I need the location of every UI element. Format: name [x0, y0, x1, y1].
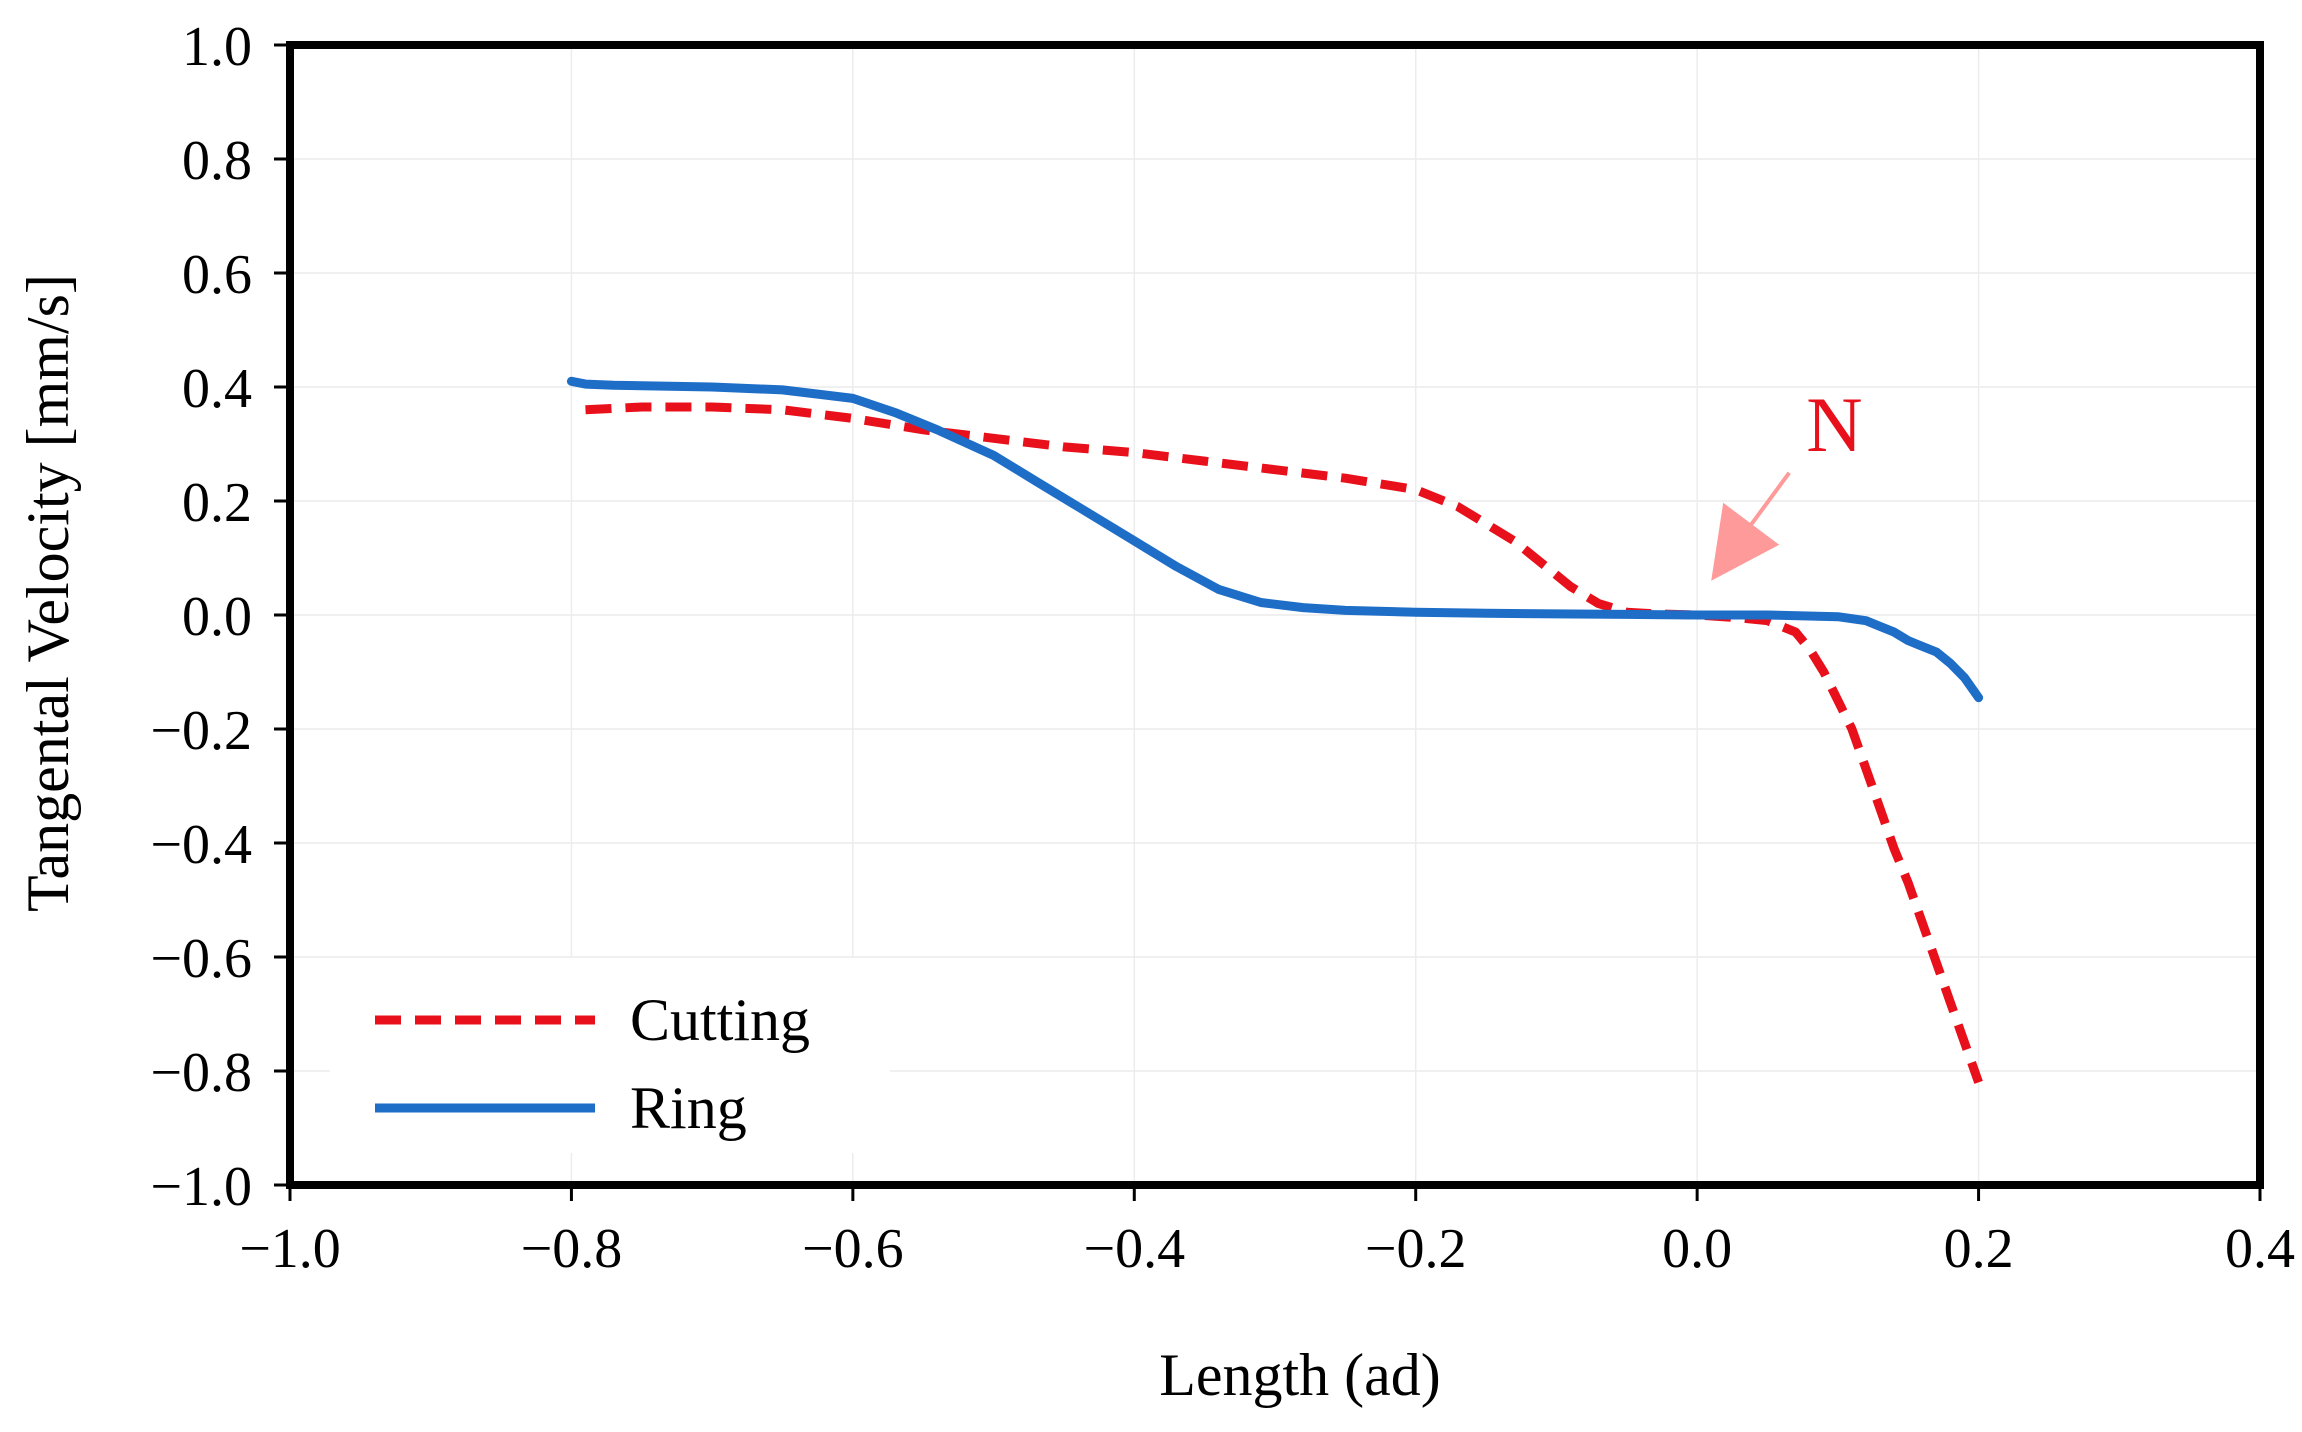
y-tick-label: 0.4 [182, 358, 252, 420]
x-tick-label: −0.6 [802, 1218, 904, 1280]
y-tick-label: −0.8 [150, 1042, 252, 1104]
x-tick-label: −0.2 [1365, 1218, 1467, 1280]
legend-label: Ring [630, 1075, 747, 1141]
x-tick-label: 0.4 [2225, 1218, 2295, 1280]
legend: Cutting Ring [330, 958, 890, 1153]
y-tick-label: 0.0 [182, 586, 252, 648]
axis-ticks: −1.0 −0.8 −0.6 −0.4 −0.2 0.0 0.2 0.4 1.0 0.8 0.6 0.… [150, 16, 2295, 1280]
series-line-cutting [585, 402, 1983, 1084]
x-tick-label: −1.0 [239, 1218, 341, 1280]
legend-box [330, 958, 890, 1153]
x-tick-label: 0.0 [1662, 1218, 1732, 1280]
annotation: N [1711, 381, 1863, 581]
legend-label: Cutting [630, 987, 810, 1053]
x-tick-label: −0.8 [521, 1218, 623, 1280]
series-line-ring [566, 376, 1984, 703]
annotation-arrow-head [1711, 502, 1780, 581]
x-tick-label: 0.2 [1944, 1218, 2014, 1280]
x-axis-label: Length (ad) [1159, 1342, 1441, 1408]
y-tick-label: 0.8 [182, 130, 252, 192]
y-tick-label: −0.2 [150, 700, 252, 762]
annotation-label: N [1806, 381, 1862, 468]
y-tick-label: 0.2 [182, 472, 252, 534]
y-tick-label: −1.0 [150, 1156, 252, 1218]
series-layer [566, 376, 1984, 1084]
y-tick-label: −0.6 [150, 928, 252, 990]
y-tick-label: 0.6 [182, 244, 252, 306]
x-tick-label: −0.4 [1083, 1218, 1185, 1280]
y-tick-label: 1.0 [182, 16, 252, 78]
y-axis-label: Tangental Velocity [mm/s] [15, 274, 81, 912]
y-tick-label: −0.4 [150, 814, 252, 876]
